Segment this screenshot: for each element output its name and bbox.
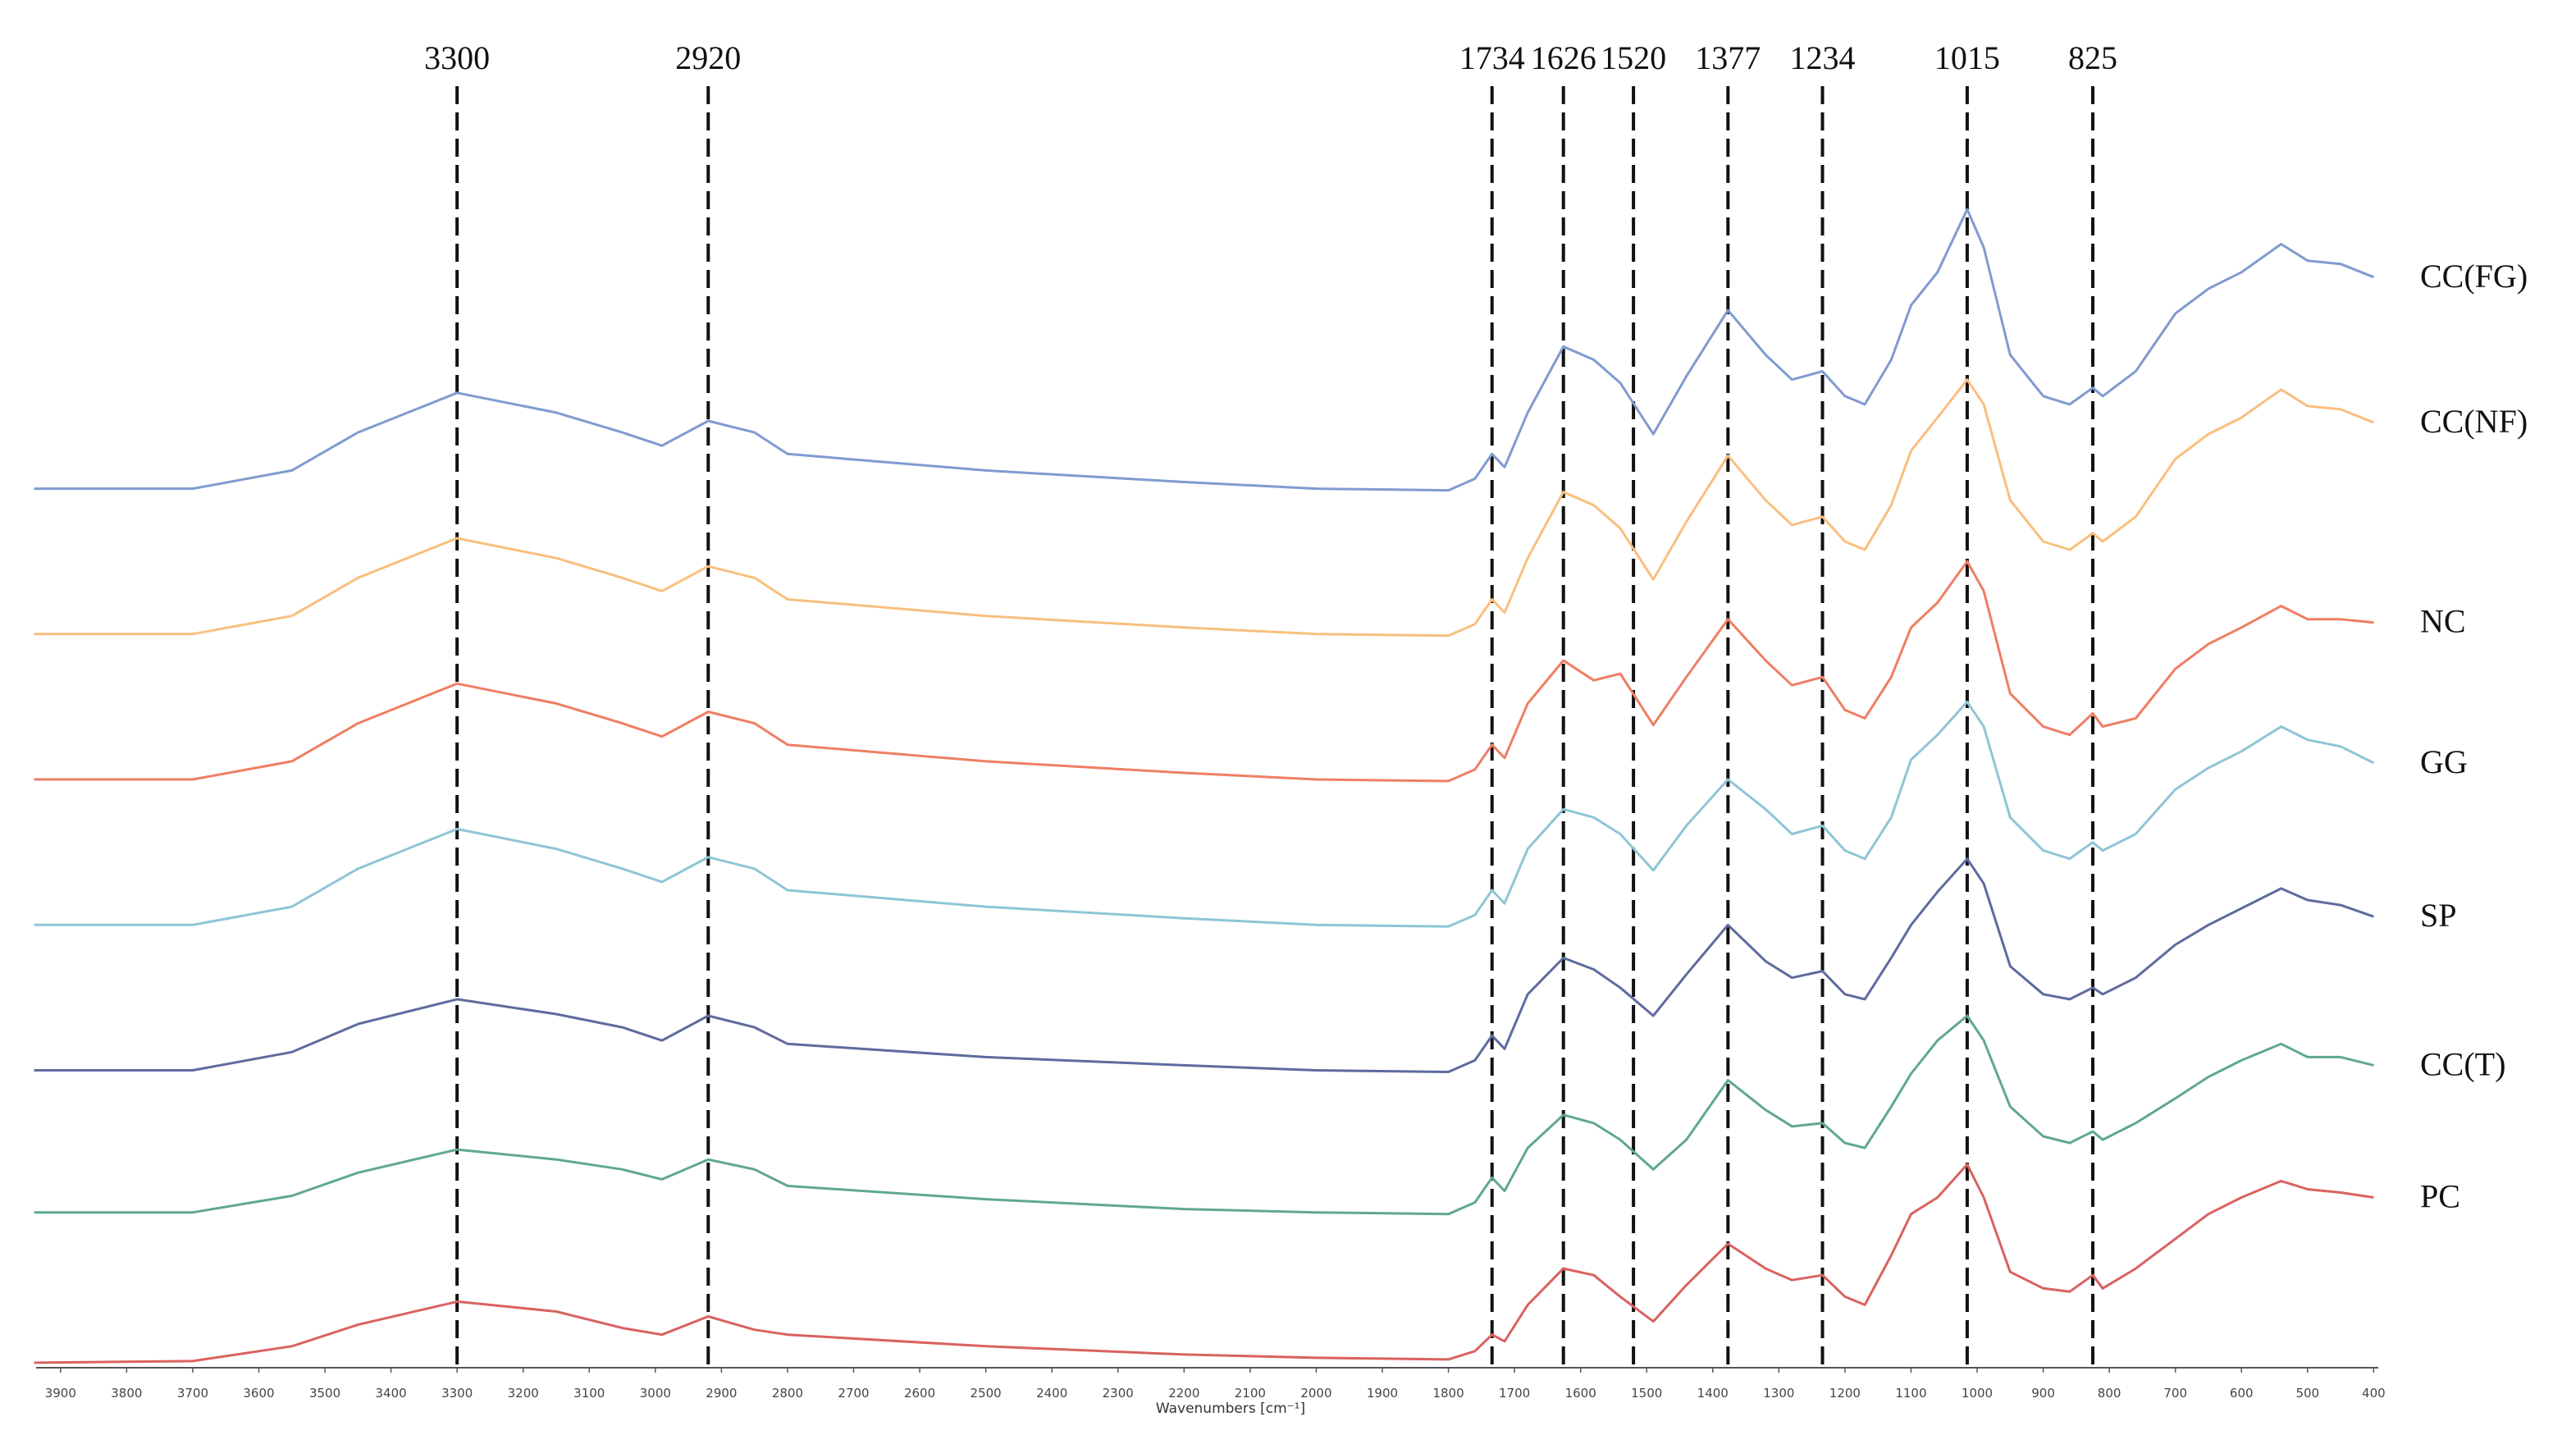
reference-label: 1734 (1459, 39, 1525, 76)
x-tick-label: 2800 (772, 1386, 803, 1401)
series-label: GG (2420, 743, 2468, 780)
reference-label: 1234 (1790, 39, 1856, 76)
spectrum-line (34, 857, 2374, 1073)
x-tick-label: 800 (2098, 1386, 2122, 1401)
spectrum-line (34, 378, 2374, 638)
series-label: NC (2420, 603, 2466, 640)
spectrum-line (34, 1163, 2374, 1364)
x-tick-label: 600 (2230, 1386, 2254, 1401)
x-tick-label: 1200 (1829, 1386, 1861, 1401)
x-tick-label: 3500 (309, 1386, 340, 1401)
x-tick-label: 1800 (1432, 1386, 1464, 1401)
x-tick-label: 3300 (441, 1386, 473, 1401)
reference-label: 1377 (1695, 39, 1761, 76)
reference-label: 825 (2068, 39, 2117, 76)
x-axis-title: Wavenumbers [cm⁻¹] (1156, 1401, 1305, 1417)
x-tick-label: 3600 (243, 1386, 274, 1401)
x-tick-label: 1400 (1697, 1386, 1729, 1401)
x-tick-label: 2500 (971, 1386, 1002, 1401)
x-tick-label: 2100 (1235, 1386, 1266, 1401)
x-tick-label: 1300 (1763, 1386, 1794, 1401)
series-label: CC(NF) (2420, 403, 2528, 440)
x-tick-label: 2200 (1168, 1386, 1199, 1401)
x-tick-label: 3900 (45, 1386, 76, 1401)
series-label: CC(T) (2420, 1045, 2505, 1082)
series-label: PC (2420, 1178, 2460, 1215)
x-tick-label: 2300 (1103, 1386, 1134, 1401)
x-tick-label: 400 (2362, 1386, 2386, 1401)
series-label: CC(FG) (2420, 258, 2528, 295)
x-tick-label: 2400 (1036, 1386, 1067, 1401)
x-tick-label: 3800 (111, 1386, 142, 1401)
reference-label: 3300 (424, 39, 490, 76)
spectrum-line (34, 700, 2375, 928)
spectrum-line (34, 1014, 2374, 1216)
x-tick-label: 3700 (177, 1386, 208, 1401)
x-tick-label: 3200 (508, 1386, 539, 1401)
x-tick-label: 3100 (573, 1386, 605, 1401)
x-tick-label: 1100 (1895, 1386, 1926, 1401)
x-tick-label: 1600 (1565, 1386, 1596, 1401)
spectrum-line (34, 208, 2374, 492)
reference-label: 1015 (1934, 39, 2000, 76)
x-tick-label: 500 (2295, 1386, 2319, 1401)
x-tick-label: 1900 (1367, 1386, 1398, 1401)
x-tick-label: 2600 (904, 1386, 935, 1401)
x-tick-label: 2000 (1300, 1386, 1331, 1401)
x-tick-label: 900 (2031, 1386, 2055, 1401)
x-tick-label: 700 (2163, 1386, 2187, 1401)
x-tick-label: 2700 (838, 1386, 869, 1401)
x-tick-label: 1700 (1499, 1386, 1530, 1401)
x-tick-label: 3400 (376, 1386, 407, 1401)
x-tick-label: 2900 (706, 1386, 737, 1401)
reference-label: 1520 (1601, 39, 1666, 76)
series-label: SP (2420, 897, 2457, 934)
x-tick-label: 1000 (1962, 1386, 1993, 1401)
reference-label: 1626 (1531, 39, 1596, 76)
x-tick-label: 1500 (1631, 1386, 1662, 1401)
x-tick-label: 3000 (640, 1386, 671, 1401)
reference-label: 2920 (675, 39, 741, 76)
spectrum-line (34, 560, 2374, 783)
